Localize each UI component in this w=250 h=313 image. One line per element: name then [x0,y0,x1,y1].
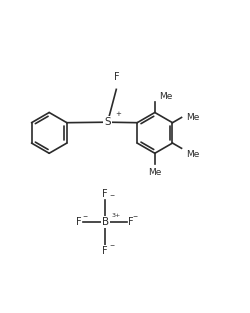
Text: −: − [109,242,114,247]
Text: 3+: 3+ [111,213,120,218]
Text: B: B [102,218,109,227]
Text: Me: Me [159,92,173,101]
Text: Me: Me [186,150,200,159]
Text: Me: Me [148,168,162,177]
Text: F: F [114,72,120,82]
Text: Me: Me [186,113,200,122]
Text: −: − [83,213,88,218]
Text: S: S [104,117,111,127]
Text: −: − [109,192,114,198]
Text: F: F [76,218,82,227]
Text: F: F [102,246,108,256]
Text: −: − [132,213,138,218]
Text: +: + [115,111,121,117]
Text: F: F [102,189,108,199]
Text: F: F [128,218,134,227]
